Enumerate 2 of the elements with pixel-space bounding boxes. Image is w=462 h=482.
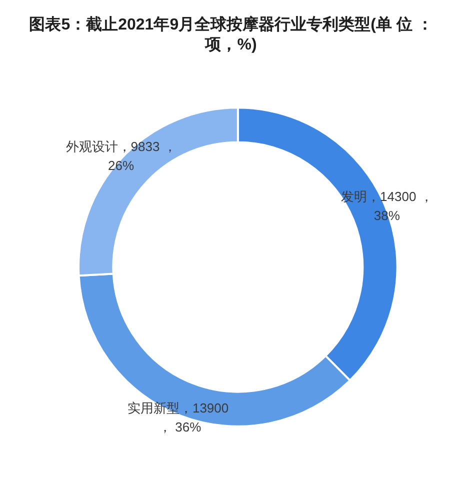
- slice-label: 实用新型，13900 ， 36%: [127, 400, 232, 434]
- chart-title: 图表5：截止2021年9月全球按摩器行业专利类型(单 位 ：项，%): [29, 16, 433, 54]
